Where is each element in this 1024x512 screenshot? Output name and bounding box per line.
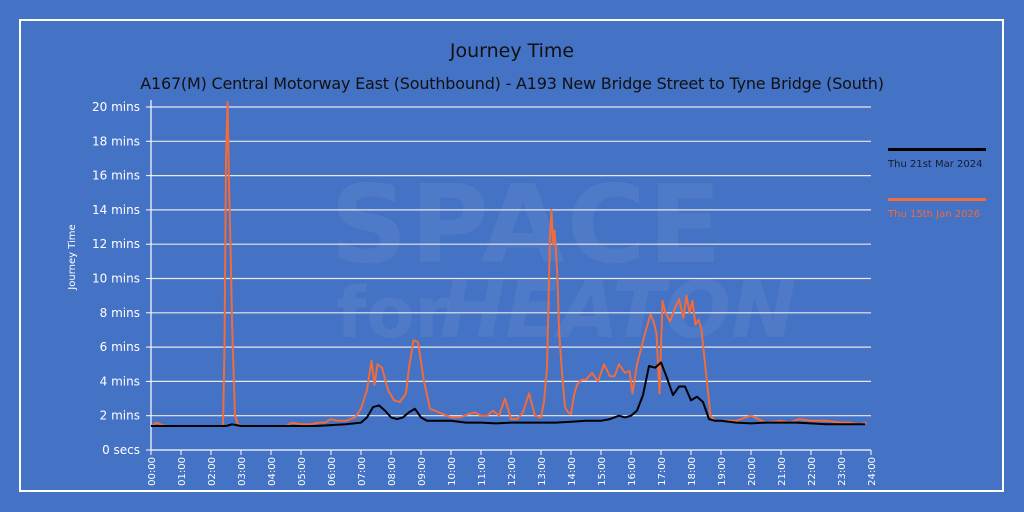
- y-tick-label: 18 mins: [92, 134, 140, 148]
- y-tick-label: 16 mins: [92, 169, 140, 183]
- x-tick-label: 01:00: [177, 457, 188, 486]
- x-tick-label: 10:00: [447, 457, 458, 486]
- y-tick-label: 10 mins: [92, 272, 140, 286]
- x-tick-label: 20:00: [747, 457, 758, 486]
- x-tick-label: 05:00: [297, 457, 308, 486]
- x-tick-label: 23:00: [837, 457, 848, 486]
- chart-subtitle: A167(M) Central Motorway East (Southboun…: [140, 74, 884, 93]
- x-tick-label: 14:00: [567, 457, 578, 486]
- legend-swatch-2024: [888, 148, 986, 151]
- watermark-line2b: HEATON: [440, 266, 796, 356]
- y-tick-label: 4 mins: [100, 374, 140, 388]
- y-tick-label: 0 secs: [102, 443, 140, 457]
- y-tick-label: 2 mins: [100, 409, 140, 423]
- chart-frame: [19, 19, 1004, 492]
- x-tick-label: 19:00: [717, 457, 728, 486]
- series-line-2024: [151, 361, 865, 427]
- x-tick-label: 15:00: [597, 457, 608, 486]
- x-tick-label: 13:00: [537, 457, 548, 486]
- x-tick-label: 12:00: [507, 457, 518, 486]
- x-tick-label: 21:00: [777, 457, 788, 486]
- x-tick-label: 04:00: [267, 457, 278, 486]
- x-tick-label: 02:00: [207, 457, 218, 486]
- y-tick-label: 14 mins: [92, 203, 140, 217]
- y-tick-label: 8 mins: [100, 306, 140, 320]
- x-tick-label: 11:00: [477, 457, 488, 486]
- x-tick-label: 03:00: [237, 457, 248, 486]
- x-tick-label: 16:00: [627, 457, 638, 486]
- x-tick-label: 17:00: [657, 457, 668, 486]
- watermark: SPACE for HEATON: [330, 163, 796, 356]
- x-tick-label: 07:00: [357, 457, 368, 486]
- y-tick-label: 6 mins: [100, 340, 140, 354]
- x-tick-label: 22:00: [807, 457, 818, 486]
- watermark-line1: SPACE: [330, 163, 724, 288]
- x-tick-label: 06:00: [327, 457, 338, 486]
- chart-title: Journey Time: [449, 40, 575, 62]
- y-axis-label: Journey Time: [67, 224, 78, 290]
- legend-label-2026: Thu 15th Jan 2026: [888, 209, 981, 220]
- y-tick-label: 12 mins: [92, 237, 140, 251]
- x-tick-label: 18:00: [687, 457, 698, 486]
- y-axis: 0 secs 2 mins 4 mins 6 mins 8 mins 10 mins 12 …: [92, 100, 152, 457]
- x-axis: 00:00 01:00 02:00 03:00 04:00 05:00 06:00 07:00…: [147, 449, 878, 486]
- legend-item-2026[interactable]: Thu 15th Jan 2026: [888, 198, 988, 220]
- legend-swatch-2026: [888, 198, 986, 201]
- legend-item-2024[interactable]: Thu 21st Mar 2024: [888, 148, 988, 170]
- x-tick-label: 08:00: [387, 457, 398, 486]
- y-tick-label: 20 mins: [92, 100, 140, 114]
- x-tick-label: 24:00: [867, 457, 878, 486]
- series-lines: [150, 100, 867, 427]
- legend-label-2024: Thu 21st Mar 2024: [888, 159, 983, 170]
- x-tick-label: 09:00: [417, 457, 428, 486]
- x-tick-label: 00:00: [147, 457, 158, 486]
